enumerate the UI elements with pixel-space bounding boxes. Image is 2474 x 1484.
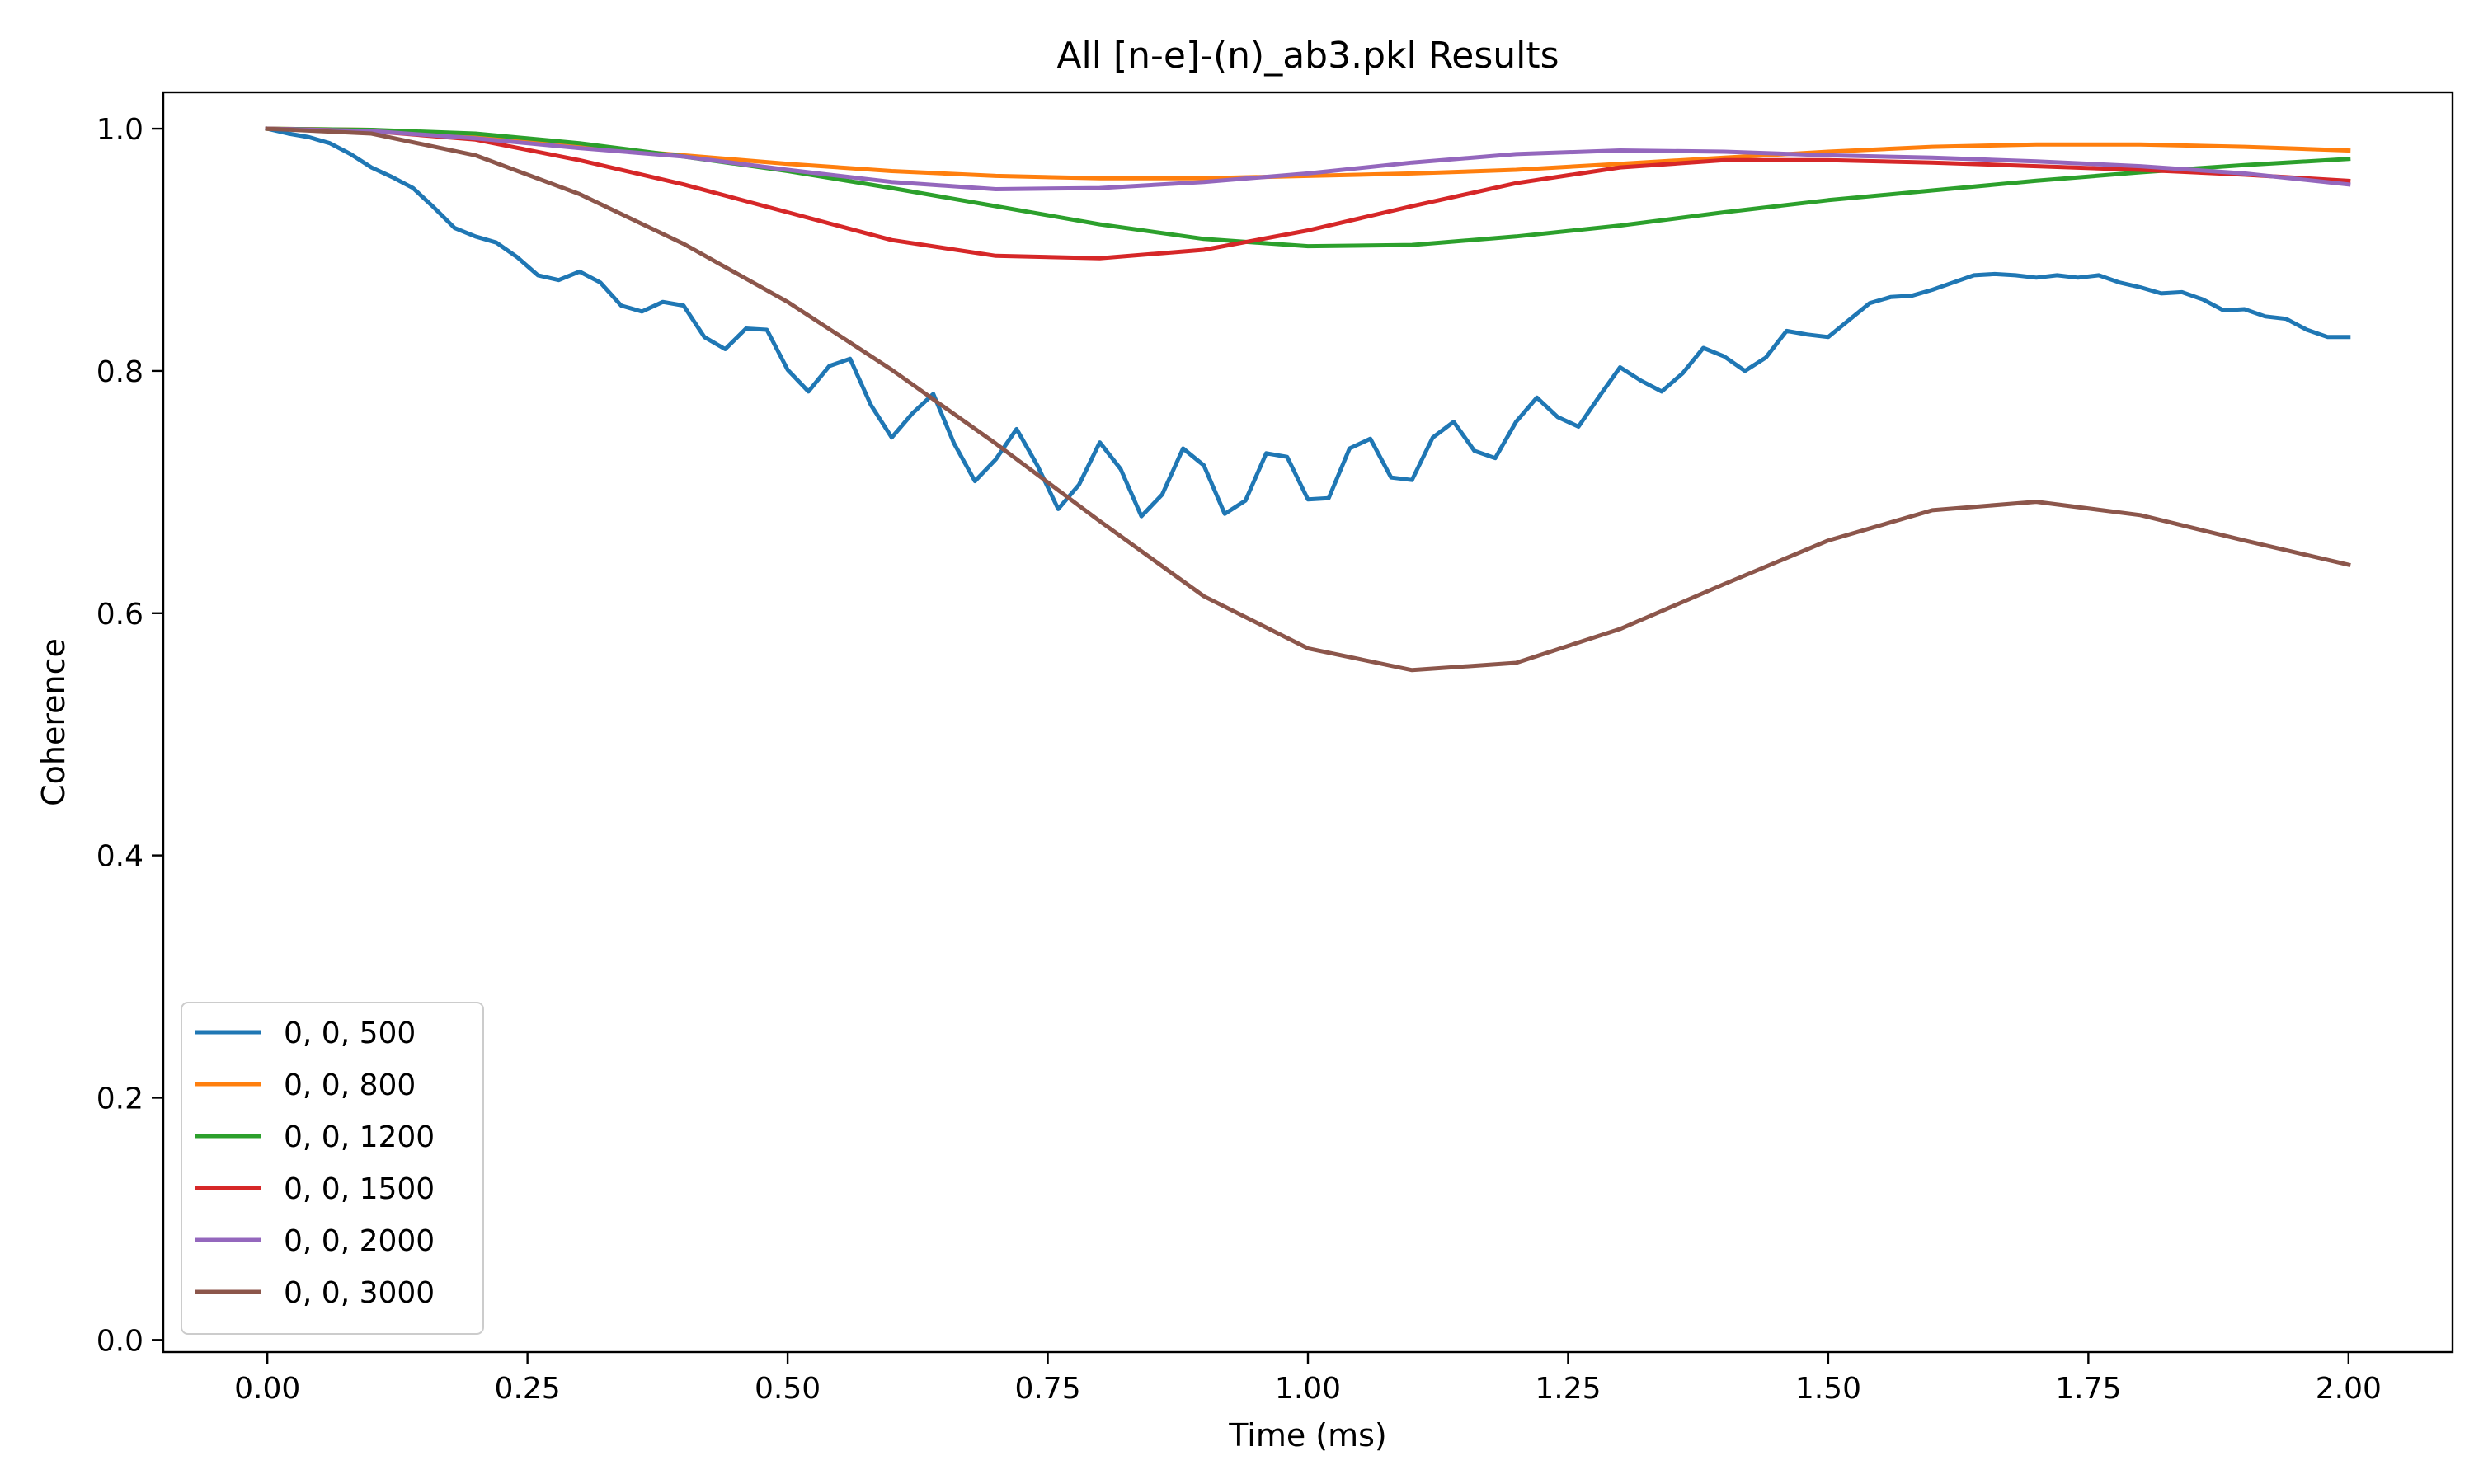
y-tick-label: 0.6 <box>96 598 143 632</box>
legend-entry-label: 0, 0, 1200 <box>284 1120 435 1154</box>
series-line-6 <box>265 126 2351 673</box>
plot-area: 0.00 0.25 0.50 0.75 1.00 1.25 1.50 1.75 2.00 0.0 0… <box>96 91 2454 1406</box>
legend-entry-label: 0, 0, 3000 <box>284 1276 435 1310</box>
x-tick-label: 1.50 <box>1795 1372 1861 1406</box>
legend: 0, 0, 500 0, 0, 800 0, 0, 1200 0, 0, 1500 0,… <box>181 1002 484 1335</box>
x-tick-label: 0.50 <box>755 1372 821 1406</box>
y-tick-label: 0.8 <box>96 355 143 389</box>
y-tick-label: 0.4 <box>96 840 143 874</box>
y-tick-label: 0.0 <box>96 1324 143 1358</box>
series-line-5 <box>265 126 2351 191</box>
x-tick-label: 0.00 <box>234 1372 300 1406</box>
y-axis-label: Coherence <box>35 638 72 806</box>
x-tick-label: 1.00 <box>1275 1372 1341 1406</box>
y-tick-label: 1.0 <box>96 113 143 147</box>
x-tick-label: 2.00 <box>2316 1372 2382 1406</box>
x-tick-label: 1.75 <box>2055 1372 2121 1406</box>
series-lines <box>265 126 2351 673</box>
legend-entry-label: 0, 0, 500 <box>284 1017 416 1050</box>
x-tick-label: 1.25 <box>1535 1372 1601 1406</box>
y-tick-label: 0.2 <box>96 1082 143 1115</box>
x-tick-label: 0.25 <box>495 1372 561 1406</box>
x-tick-label: 0.75 <box>1014 1372 1080 1406</box>
chart-title: All [n-e]-(n)_ab3.pkl Results <box>1056 35 1559 77</box>
legend-entry-label: 0, 0, 2000 <box>284 1224 435 1258</box>
series-line-1 <box>265 126 2351 519</box>
series-line-3 <box>265 126 2351 249</box>
x-axis-label: Time (ms) <box>1228 1417 1387 1453</box>
legend-entry-label: 0, 0, 800 <box>284 1068 416 1102</box>
series-line-4 <box>265 126 2351 261</box>
legend-entry-label: 0, 0, 1500 <box>284 1172 435 1206</box>
